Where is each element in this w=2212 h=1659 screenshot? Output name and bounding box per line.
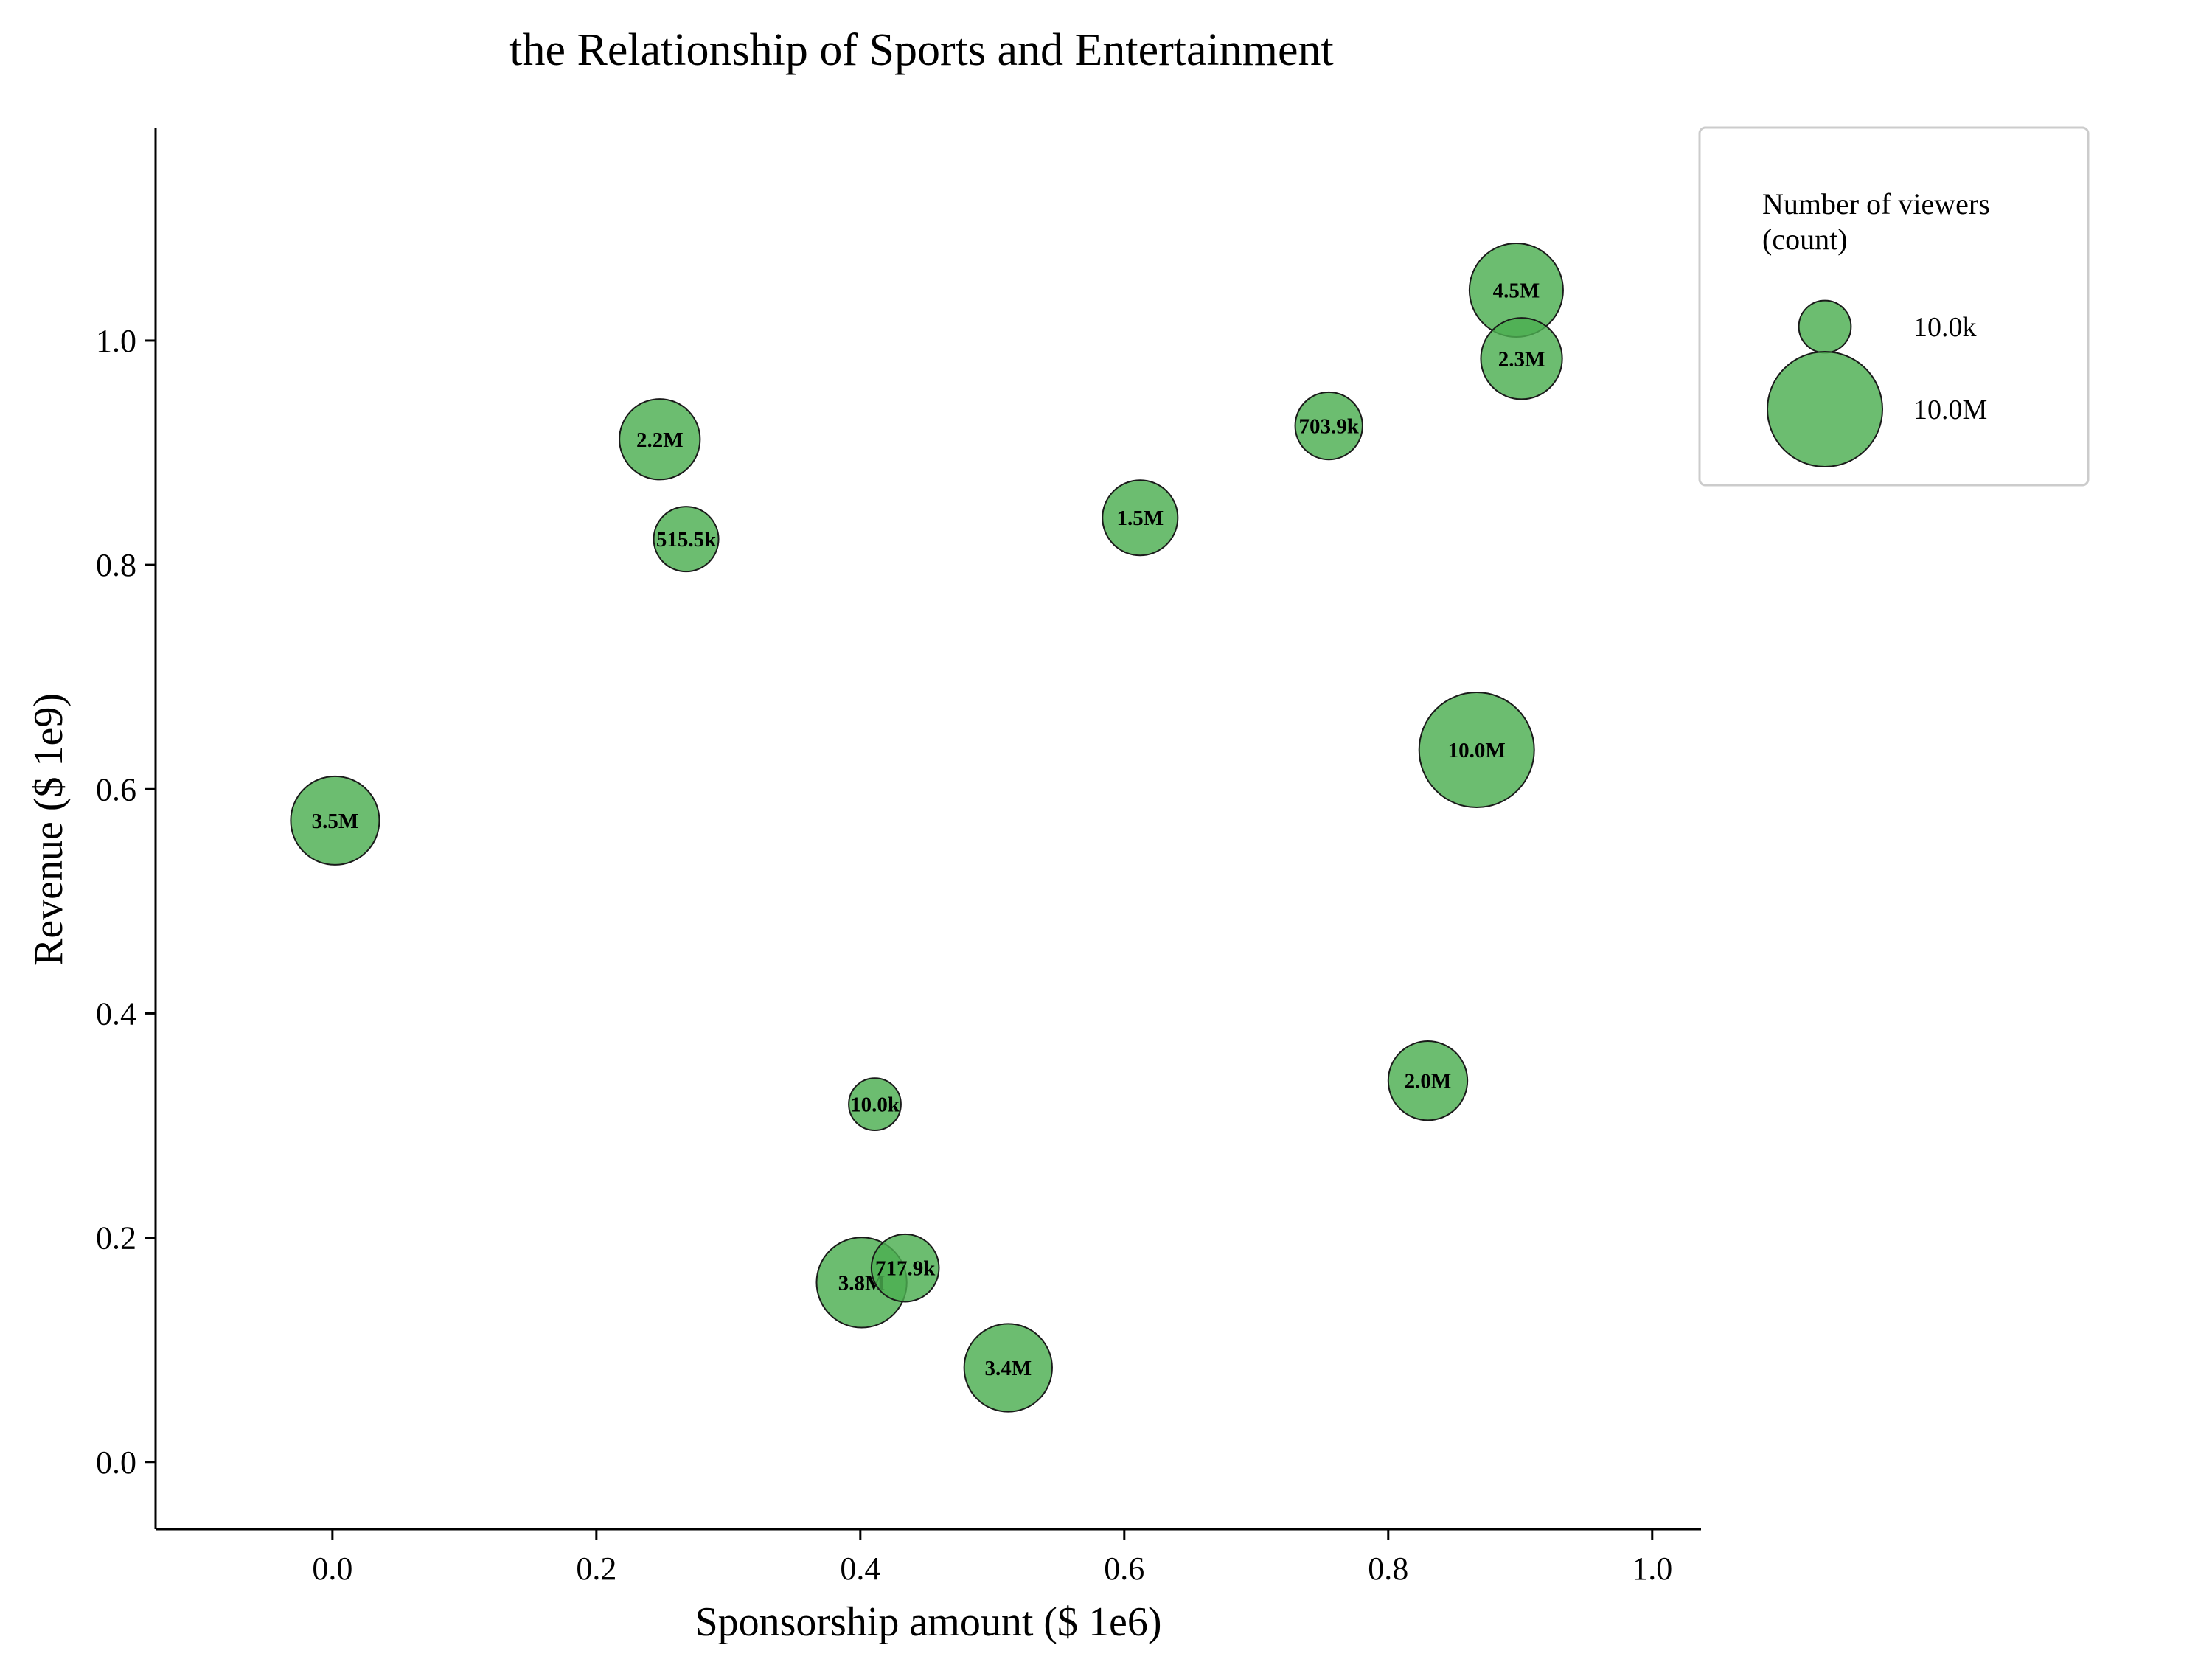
x-tick-label: 0.2 — [576, 1551, 616, 1587]
legend-title: Number of viewers (count) — [1762, 187, 1990, 256]
y-tick-label: 0.6 — [96, 771, 136, 807]
y-tick-label: 0.0 — [96, 1444, 136, 1481]
bubble-data-label: 2.2M — [636, 428, 684, 452]
bubble-data-label: 515.5k — [656, 528, 717, 552]
bubble-point — [963, 1323, 1053, 1413]
legend-frame — [1698, 126, 2090, 487]
legend-entry-label: 10.0M — [1913, 394, 1987, 425]
bubble-data-label: 3.4M — [984, 1357, 1032, 1380]
y-axis-ticks: 0.0 0.2 0.4 0.6 0.8 1.0 — [96, 323, 156, 1481]
legend-marker — [1767, 351, 1883, 467]
legend: Number of viewers (count) 10.0k 10.0M — [1698, 126, 2090, 487]
bubble-point — [653, 506, 720, 573]
bubble-data-label: 703.9k — [1299, 415, 1360, 439]
bubble-point — [870, 1233, 940, 1303]
y-axis-label: Revenue ($ 1e9) — [26, 693, 72, 966]
bubble-point — [619, 398, 701, 481]
x-tick-label: 0.6 — [1104, 1551, 1144, 1587]
bubble-data-label: 4.5M — [1493, 279, 1540, 303]
bubble-point — [1418, 692, 1535, 809]
bubble-data-label: 717.9k — [875, 1257, 936, 1281]
x-axis-label: Sponsorship amount ($ 1e6) — [695, 1599, 1161, 1645]
bubble-point — [1294, 391, 1363, 461]
bubble-data-label: 2.3M — [1498, 347, 1545, 371]
bubble-data-label: 3.5M — [312, 810, 359, 833]
bubble-data-label: 2.0M — [1405, 1070, 1452, 1093]
y-tick-label: 0.2 — [96, 1220, 136, 1256]
bubble-data-label: 10.0M — [1448, 739, 1506, 762]
x-axis-ticks: 0.0 0.2 0.4 0.6 0.8 1.0 — [312, 1529, 1672, 1587]
legend-entry-label: 10.0k — [1913, 312, 1977, 343]
y-tick-label: 0.8 — [96, 547, 136, 583]
legend-entries: 10.0k 10.0M — [1767, 299, 1987, 467]
x-tick-label: 1.0 — [1632, 1551, 1672, 1587]
legend-marker — [1798, 299, 1852, 354]
bubble-point — [1102, 479, 1179, 557]
bubble-point — [848, 1077, 902, 1132]
x-tick-label: 0.8 — [1368, 1551, 1408, 1587]
y-tick-label: 0.4 — [96, 995, 136, 1032]
bubble-data-label: 10.0k — [850, 1093, 900, 1117]
y-tick-label: 1.0 — [96, 323, 136, 359]
x-tick-label: 0.4 — [840, 1551, 880, 1587]
bubble-data-label: 1.5M — [1116, 507, 1164, 530]
plot-area: 3.5M2.2M515.5k10.0k3.8M717.9k3.4M1.5M703… — [290, 242, 1564, 1413]
bubble-point — [290, 775, 380, 866]
bubble-point — [1387, 1040, 1469, 1121]
bubble-point — [1480, 317, 1563, 400]
chart-title: the Relationship of Sports and Entertain… — [509, 25, 1334, 75]
x-tick-label: 0.0 — [312, 1551, 352, 1587]
